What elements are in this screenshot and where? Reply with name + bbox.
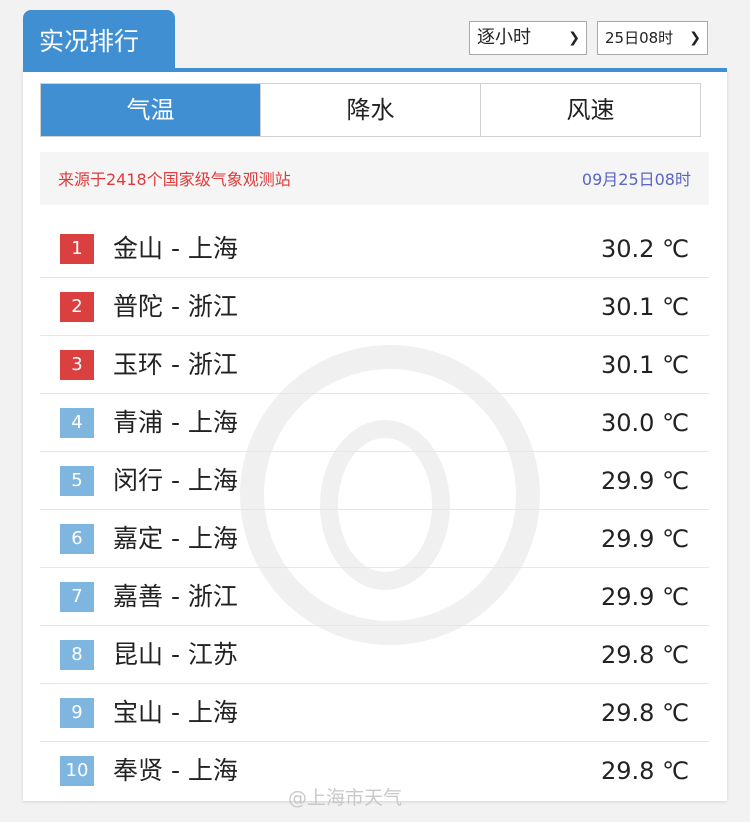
rank-badge: 4 — [60, 408, 94, 438]
rank-badge: 6 — [60, 524, 94, 554]
source-bar: 来源于2418个国家级气象观测站 09月25日08时 — [40, 152, 709, 205]
station-name: 奉贤 - 上海 — [113, 756, 238, 785]
ranking-row[interactable]: 9 宝山 - 上海 29.8 ℃ — [40, 684, 709, 742]
temperature-value: 30.2 ℃ — [600, 235, 689, 263]
weibo-watermark: @上海市天气 — [288, 787, 403, 809]
temperature-value: 30.1 ℃ — [600, 293, 689, 321]
rank-badge: 7 — [60, 582, 94, 612]
tab-precipitation[interactable]: 降水 — [260, 84, 480, 136]
temperature-value: 29.8 ℃ — [600, 699, 689, 727]
metric-tabs: 气温 降水 风速 — [40, 83, 701, 137]
ranking-row[interactable]: 2 普陀 - 浙江 30.1 ℃ — [40, 278, 709, 336]
ranking-list: 1 金山 - 上海 30.2 ℃ 2 普陀 - 浙江 30.1 ℃ 3 玉环 - 浙江 30.1… — [40, 220, 709, 800]
ranking-row[interactable]: 6 嘉定 - 上海 29.9 ℃ — [40, 510, 709, 568]
header-divider — [23, 68, 727, 72]
time-select[interactable]: 25日08时 ❯ — [597, 21, 708, 55]
ranking-row[interactable]: 7 嘉善 - 浙江 29.9 ℃ — [40, 568, 709, 626]
rank-badge: 5 — [60, 466, 94, 496]
ranking-row[interactable]: 3 玉环 - 浙江 30.1 ℃ — [40, 336, 709, 394]
ranking-row[interactable]: 4 青浦 - 上海 30.0 ℃ — [40, 394, 709, 452]
station-name: 闵行 - 上海 — [113, 466, 238, 495]
source-text: 来源于2418个国家级气象观测站 — [58, 170, 291, 189]
temperature-value: 30.0 ℃ — [600, 409, 689, 437]
interval-select[interactable]: 逐小时 ❯ — [469, 21, 587, 55]
temperature-value: 29.9 ℃ — [600, 467, 689, 495]
temperature-value: 29.8 ℃ — [600, 757, 689, 785]
station-name: 普陀 - 浙江 — [113, 292, 238, 321]
station-name: 宝山 - 上海 — [113, 698, 238, 727]
station-name: 嘉定 - 上海 — [113, 524, 238, 553]
chevron-down-icon: ❯ — [568, 30, 580, 46]
interval-select-value: 逐小时 — [477, 27, 531, 48]
ranking-row[interactable]: 10 奉贤 - 上海 29.8 ℃ — [40, 742, 709, 800]
station-name: 青浦 - 上海 — [113, 408, 238, 437]
rank-badge: 1 — [60, 234, 94, 264]
tab-wind-speed[interactable]: 风速 — [480, 84, 700, 136]
tab-temperature[interactable]: 气温 — [41, 84, 260, 136]
station-name: 昆山 - 江苏 — [113, 640, 238, 669]
ranking-row[interactable]: 5 闵行 - 上海 29.9 ℃ — [40, 452, 709, 510]
temperature-value: 29.9 ℃ — [600, 525, 689, 553]
rank-badge: 3 — [60, 350, 94, 380]
header-title-tab[interactable]: 实况排行 — [23, 10, 175, 72]
source-time: 09月25日08时 — [581, 170, 691, 189]
ranking-row[interactable]: 1 金山 - 上海 30.2 ℃ — [40, 220, 709, 278]
rank-badge: 9 — [60, 698, 94, 728]
time-select-value: 25日08时 — [605, 29, 674, 47]
temperature-value: 30.1 ℃ — [600, 351, 689, 379]
temperature-value: 29.9 ℃ — [600, 583, 689, 611]
temperature-value: 29.8 ℃ — [600, 641, 689, 669]
station-name: 嘉善 - 浙江 — [113, 582, 238, 611]
rank-badge: 2 — [60, 292, 94, 322]
rank-badge: 8 — [60, 640, 94, 670]
station-name: 玉环 - 浙江 — [113, 350, 238, 379]
rank-badge: 10 — [60, 756, 94, 786]
station-name: 金山 - 上海 — [113, 234, 238, 263]
chevron-down-icon: ❯ — [689, 30, 701, 46]
ranking-row[interactable]: 8 昆山 - 江苏 29.8 ℃ — [40, 626, 709, 684]
